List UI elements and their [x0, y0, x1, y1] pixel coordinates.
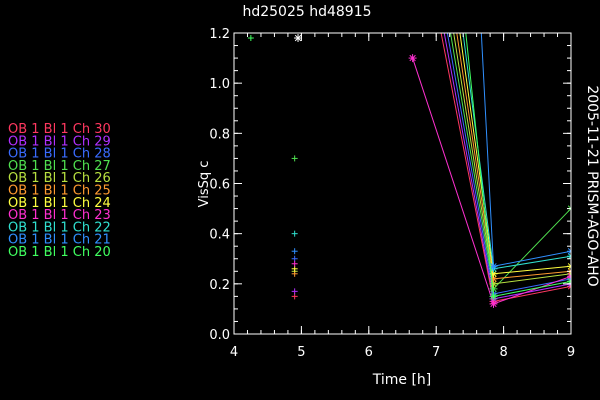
- data-point: [456, 4, 464, 12]
- isolated-point: [291, 270, 298, 277]
- series-9: [291, 4, 571, 273]
- y-tick-label: 0.0: [209, 328, 230, 343]
- x-axis-label: Time [h]: [372, 372, 432, 388]
- isolated-point: [291, 293, 298, 300]
- series-line: [480, 33, 571, 267]
- data-point: [489, 299, 498, 308]
- chart-title: hd25025 hd48915: [242, 4, 371, 20]
- series-3: [291, 4, 571, 298]
- y-tick-label: 1.2: [209, 27, 230, 42]
- data-point: [408, 54, 417, 63]
- series-7: [291, 4, 571, 278]
- isolated-point: [291, 248, 298, 255]
- y-tick-label: 0.2: [209, 278, 230, 293]
- data-point: [567, 272, 571, 281]
- data-point: [459, 4, 467, 12]
- legend-entry: OB 1 Bl 1 Ch 30: [8, 122, 111, 137]
- isolated-point: [291, 255, 298, 262]
- isolated-point: [291, 265, 298, 272]
- data-point: [567, 247, 571, 256]
- isolated-point: [291, 155, 298, 162]
- series-6: [291, 4, 571, 283]
- isolated-point: [291, 288, 298, 295]
- y-tick-label: 0.6: [209, 178, 230, 193]
- data-point: [442, 4, 450, 12]
- y-axis-label: VisSq c: [197, 161, 212, 208]
- axes: 4 5 6 7 8 9 0.0 0.2 0.4 0.6 0.8 1.0 1.2: [209, 27, 575, 360]
- series-8: [291, 54, 571, 308]
- legend-entry: OB 1 Bl 1 Ch 23: [8, 208, 111, 223]
- data-point: [436, 4, 444, 12]
- extra-mark: [294, 34, 303, 43]
- y-tick-label: 1.0: [209, 77, 230, 92]
- isolated-point: [291, 260, 298, 267]
- series-4: [291, 4, 571, 293]
- legend-entry: OB 1 Bl 1 Ch 29: [8, 134, 111, 149]
- series-11: [247, 4, 571, 301]
- series-10: [291, 4, 571, 271]
- data-point: [476, 4, 484, 12]
- data-point: [452, 4, 460, 12]
- side-label: 2005-11-21 PRISM-AGO-AHO: [584, 85, 600, 286]
- legend-entry: OB 1 Bl 1 Ch 24: [8, 196, 111, 211]
- legend-entry: OB 1 Bl 1 Ch 26: [8, 171, 111, 186]
- data-point: [446, 4, 454, 12]
- legend-entry: OB 1 Bl 1 Ch 22: [8, 220, 111, 235]
- data-point: [432, 4, 440, 12]
- y-tick-label: 0.8: [209, 127, 230, 142]
- isolated-point: [247, 35, 254, 42]
- legend-entry: OB 1 Bl 1 Ch 21: [8, 233, 111, 248]
- legend-entry: OB 1 Bl 1 Ch 27: [8, 159, 111, 174]
- data-point: [567, 252, 571, 261]
- x-tick-label: 5: [297, 345, 305, 360]
- y-tick-label: 0.4: [209, 228, 230, 243]
- isolated-point: [291, 230, 298, 237]
- x-tick-label: 6: [365, 345, 373, 360]
- series-line: [459, 33, 571, 275]
- legend-entry: OB 1 Bl 1 Ch 28: [8, 147, 111, 162]
- data-point: [439, 4, 447, 12]
- x-tick-label: 7: [432, 345, 440, 360]
- plot-area: [247, 4, 571, 308]
- series-2: [291, 4, 571, 303]
- legend-entry: OB 1 Bl 1 Ch 20: [8, 245, 111, 260]
- legend-entry: OB 1 Bl 1 Ch 25: [8, 184, 111, 199]
- series-line: [465, 33, 571, 297]
- data-point: [489, 292, 498, 301]
- data-point: [449, 4, 457, 12]
- data-point: [567, 277, 571, 286]
- series-1: [291, 4, 571, 306]
- x-tick-label: 8: [499, 345, 507, 360]
- x-tick-label: 9: [567, 345, 575, 360]
- x-tick-label: 4: [230, 345, 238, 360]
- data-point: [567, 262, 571, 271]
- series-5: [291, 4, 571, 288]
